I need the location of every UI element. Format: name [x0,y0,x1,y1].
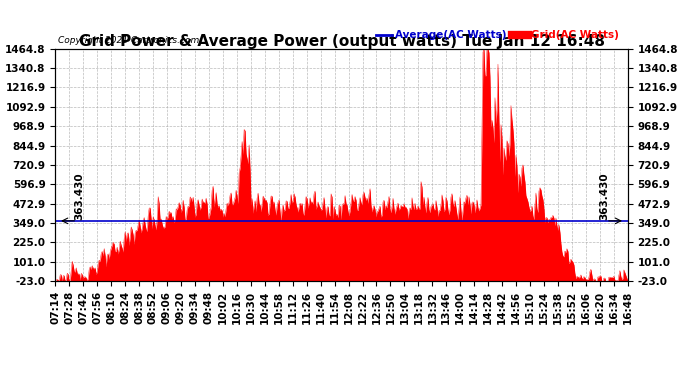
Text: 363.430: 363.430 [599,172,609,220]
Text: Copyright 2021 Cartronics.com: Copyright 2021 Cartronics.com [58,36,199,45]
Title: Grid Power & Average Power (output watts) Tue Jan 12 16:48: Grid Power & Average Power (output watts… [79,34,604,49]
Text: 363.430: 363.430 [75,172,84,220]
Legend: Average(AC Watts), Grid(AC Watts): Average(AC Watts), Grid(AC Watts) [373,26,622,44]
